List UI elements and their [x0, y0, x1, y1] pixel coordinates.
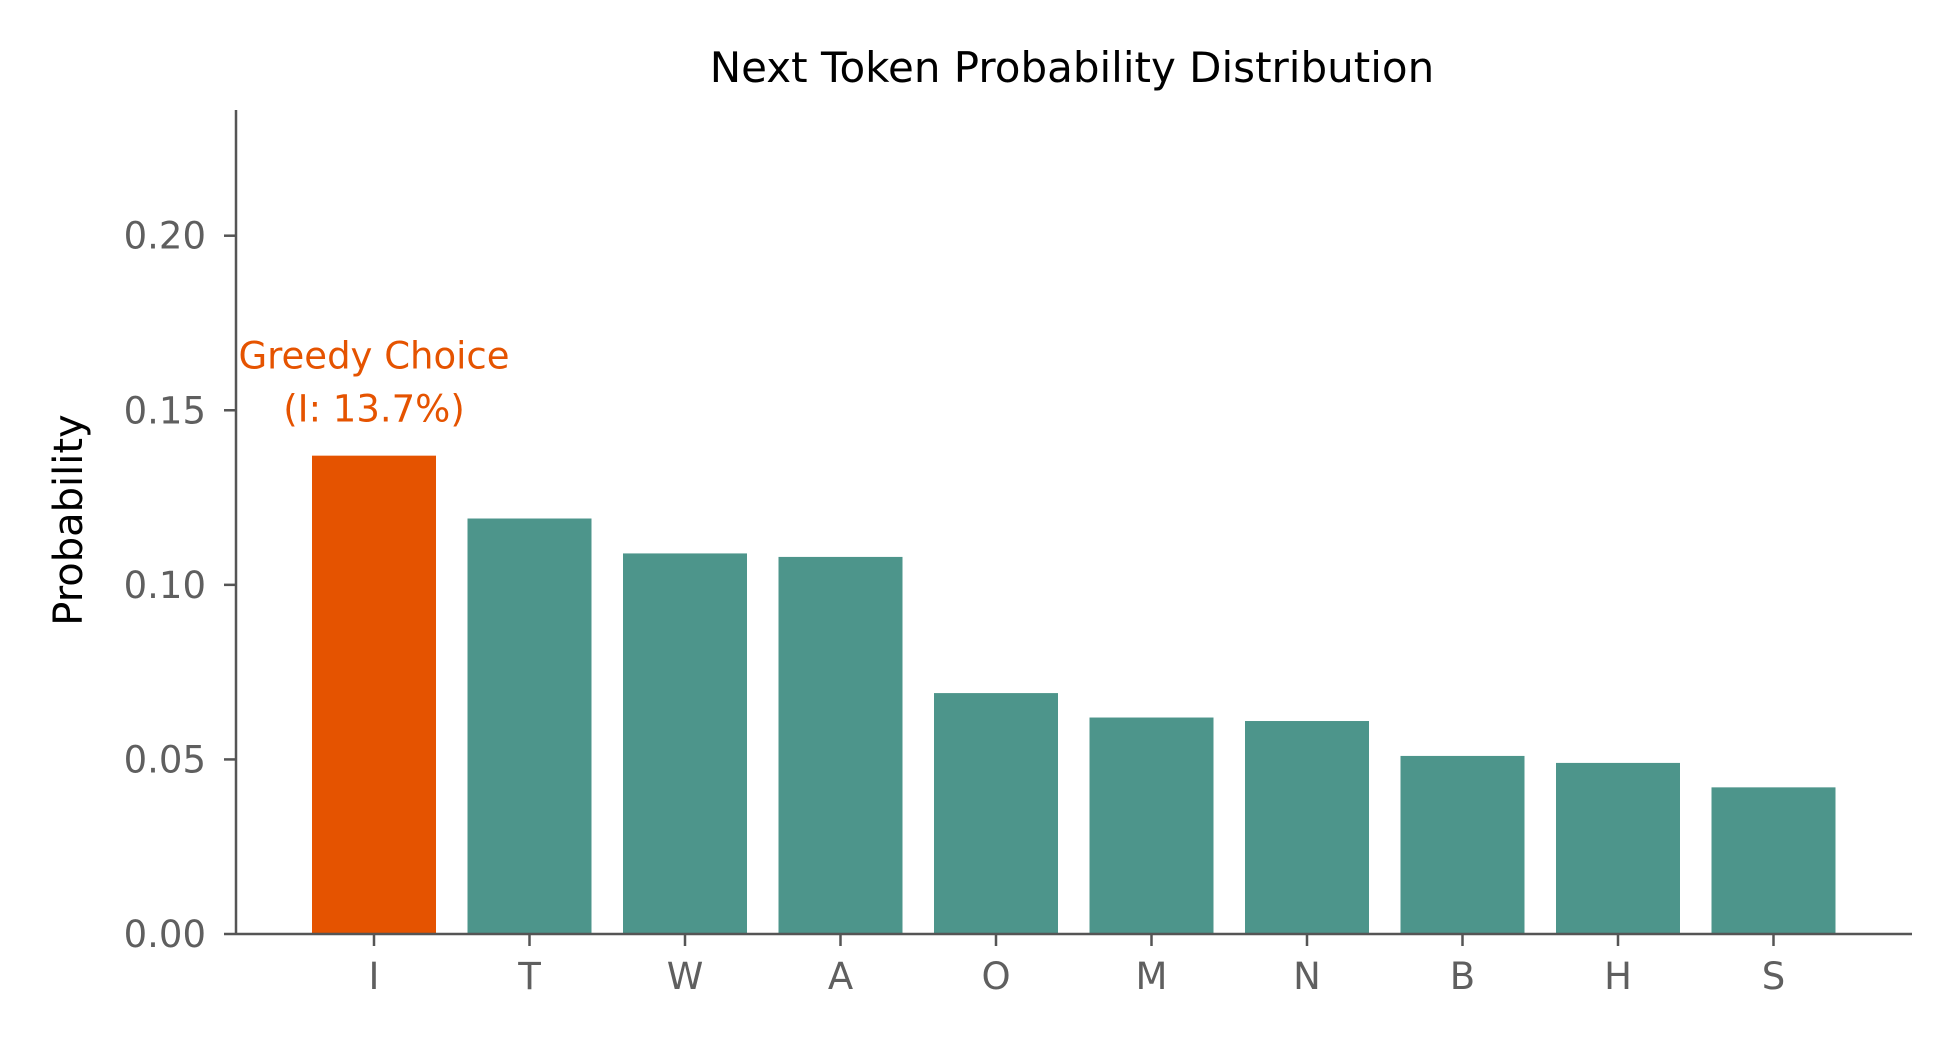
y-tick-label: 0.05	[124, 738, 206, 781]
bar-O	[934, 693, 1058, 934]
plot-area: 0.00 0.05 0.10 0.15 0.20 I T W A O M N B H S Greedy Cho…	[124, 110, 1912, 998]
bar-I	[312, 455, 436, 934]
bar-N	[1245, 721, 1369, 934]
bar-S	[1711, 787, 1836, 934]
y-tick-label: 0.20	[124, 215, 206, 258]
bar-A	[778, 556, 903, 934]
y-tick-label: 0.15	[124, 389, 206, 432]
x-tick-label: N	[1293, 955, 1321, 998]
bar-B	[1400, 755, 1525, 934]
x-tick-label: T	[517, 955, 541, 998]
x-tick-label: B	[1450, 955, 1475, 998]
x-tick-label: W	[667, 955, 704, 998]
x-tick-label: S	[1762, 955, 1786, 998]
chart-title: Next Token Probability Distribution	[710, 43, 1434, 92]
y-axis-label: Probability	[46, 414, 92, 625]
x-tick-label: H	[1604, 955, 1632, 998]
bar-W	[623, 553, 747, 934]
annotation-greedy-value: (I: 13.7%)	[283, 388, 465, 431]
bar-H	[1556, 762, 1680, 934]
bar-T	[467, 518, 592, 934]
annotation-greedy-choice: Greedy Choice	[238, 335, 509, 378]
y-tick-label: 0.00	[124, 913, 206, 956]
y-tick-label: 0.10	[124, 564, 206, 607]
x-tick-label: O	[981, 955, 1010, 998]
x-tick-label: A	[828, 955, 853, 998]
x-tick-label: I	[369, 955, 380, 998]
bar-M	[1089, 717, 1214, 934]
x-tick-label: M	[1136, 955, 1168, 998]
